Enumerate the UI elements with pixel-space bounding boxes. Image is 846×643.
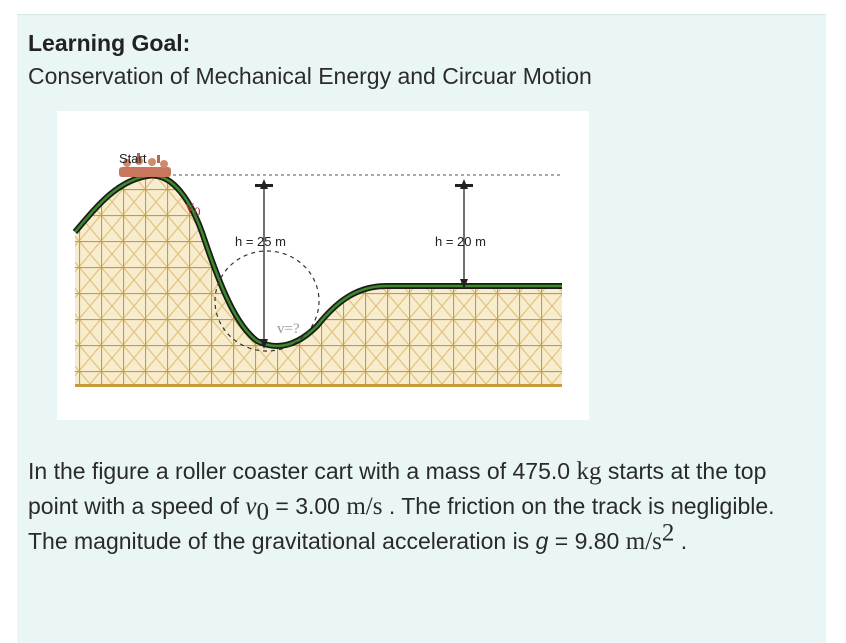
scaffold-structure — [75, 175, 562, 386]
height-20-arrow — [455, 179, 473, 289]
v0-variable: v — [245, 493, 257, 520]
mass-unit: kg — [576, 458, 602, 485]
speed-unit: m/s — [346, 493, 383, 520]
roller-coaster-diagram: Start v0 h = 25 m v=? h = 20 m — [72, 151, 562, 387]
v0-label: v0 — [185, 196, 201, 219]
roller-coaster-figure: Start v0 h = 25 m v=? h = 20 m — [57, 111, 589, 420]
learning-goal-subtitle: Conservation of Mechanical Energy and Ci… — [28, 63, 592, 89]
coaster-cart — [119, 153, 171, 177]
track-inner — [74, 174, 562, 348]
acceleration-unit: m/s — [625, 528, 662, 555]
ground-line — [75, 384, 562, 387]
g-variable: g — [535, 528, 549, 554]
height-25-arrow — [255, 179, 273, 349]
start-label: Start — [119, 151, 147, 166]
height-25-label: h = 25 m — [235, 234, 286, 249]
problem-statement: In the figure a roller coaster cart with… — [28, 458, 775, 555]
height-20-label: h = 20 m — [435, 234, 486, 249]
loop-dashed-circle — [214, 250, 320, 352]
learning-goal-title: Learning Goal: — [28, 30, 191, 56]
velocity-unknown-label: v=? — [277, 321, 300, 337]
